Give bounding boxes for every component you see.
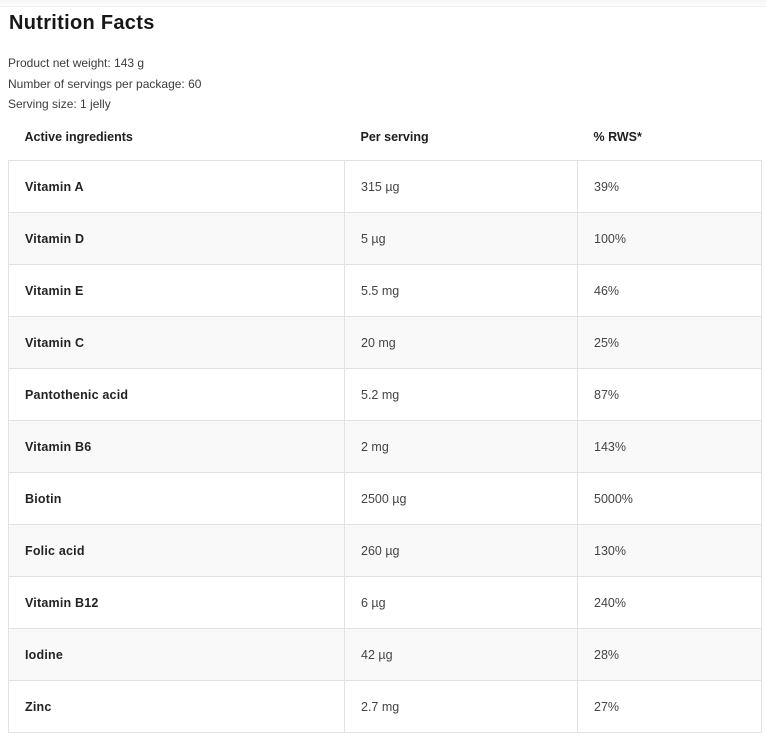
rws-value: 130%	[577, 524, 762, 577]
table-row: Biotin 2500 µg 5000%	[8, 472, 762, 525]
table-row: Pantothenic acid 5.2 mg 87%	[8, 368, 762, 421]
ingredient-name: Biotin	[8, 472, 345, 525]
table-row: Vitamin C 20 mg 25%	[8, 316, 762, 369]
per-serving-value: 20 mg	[344, 316, 578, 369]
page-top-divider	[0, 0, 766, 7]
nutrition-table-header: Active ingredients Per serving % RWS*	[9, 115, 762, 161]
ingredient-name: Vitamin D	[8, 212, 345, 265]
ingredient-name: Vitamin E	[8, 264, 345, 317]
nutrition-table: Active ingredients Per serving % RWS* Vi…	[8, 115, 762, 733]
nutrition-table-body: Vitamin A 315 µg 39% Vitamin D 5 µg 100%…	[8, 160, 762, 733]
per-serving-value: 42 µg	[344, 628, 578, 681]
rws-value: 5000%	[577, 472, 762, 525]
column-header-rws: % RWS*	[593, 130, 642, 145]
rws-value: 46%	[577, 264, 762, 317]
rws-value: 28%	[577, 628, 762, 681]
column-header-active-ingredients: Active ingredients	[24, 130, 133, 145]
product-net-weight: Product net weight: 143 g	[8, 56, 145, 70]
rws-value: 25%	[577, 316, 762, 369]
column-header-per-serving: Per serving	[360, 130, 429, 145]
rws-value: 27%	[577, 680, 762, 733]
rws-value: 39%	[577, 160, 762, 213]
per-serving-value: 260 µg	[344, 524, 578, 577]
rws-value: 100%	[577, 212, 762, 265]
per-serving-value: 5.5 mg	[344, 264, 578, 317]
ingredient-name: Vitamin B12	[8, 576, 345, 629]
ingredient-name: Pantothenic acid	[8, 368, 345, 421]
table-row: Vitamin B12 6 µg 240%	[8, 576, 762, 629]
per-serving-value: 2500 µg	[344, 472, 578, 525]
rws-value: 87%	[577, 368, 762, 421]
per-serving-value: 5 µg	[344, 212, 578, 265]
nutrition-facts-section: Nutrition Facts Product net weight: 143 …	[0, 11, 766, 733]
per-serving-value: 6 µg	[344, 576, 578, 629]
table-row: Vitamin A 315 µg 39%	[8, 160, 762, 213]
table-row: Vitamin E 5.5 mg 46%	[8, 264, 762, 317]
per-serving-value: 2.7 mg	[344, 680, 578, 733]
ingredient-name: Vitamin B6	[8, 420, 345, 473]
product-meta: Product net weight: 143 g Number of serv…	[8, 53, 761, 115]
per-serving-value: 2 mg	[344, 420, 578, 473]
ingredient-name: Iodine	[8, 628, 345, 681]
per-serving-value: 315 µg	[344, 160, 578, 213]
rws-value: 240%	[577, 576, 762, 629]
table-row: Vitamin B6 2 mg 143%	[8, 420, 762, 473]
table-row: Zinc 2.7 mg 27%	[8, 680, 762, 733]
table-row: Iodine 42 µg 28%	[8, 628, 762, 681]
table-row: Vitamin D 5 µg 100%	[8, 212, 762, 265]
servings-per-package: Number of servings per package: 60	[8, 76, 202, 91]
table-row: Folic acid 260 µg 130%	[8, 524, 762, 577]
serving-size: Serving size: 1 jelly	[8, 97, 111, 111]
per-serving-value: 5.2 mg	[344, 368, 578, 421]
header-row: Active ingredients Per serving % RWS*	[9, 115, 762, 161]
ingredient-name: Zinc	[8, 680, 345, 733]
rws-value: 143%	[577, 420, 762, 473]
ingredient-name: Vitamin A	[8, 160, 345, 213]
ingredient-name: Folic acid	[8, 524, 345, 577]
page-title: Nutrition Facts	[9, 12, 155, 34]
ingredient-name: Vitamin C	[8, 316, 345, 369]
